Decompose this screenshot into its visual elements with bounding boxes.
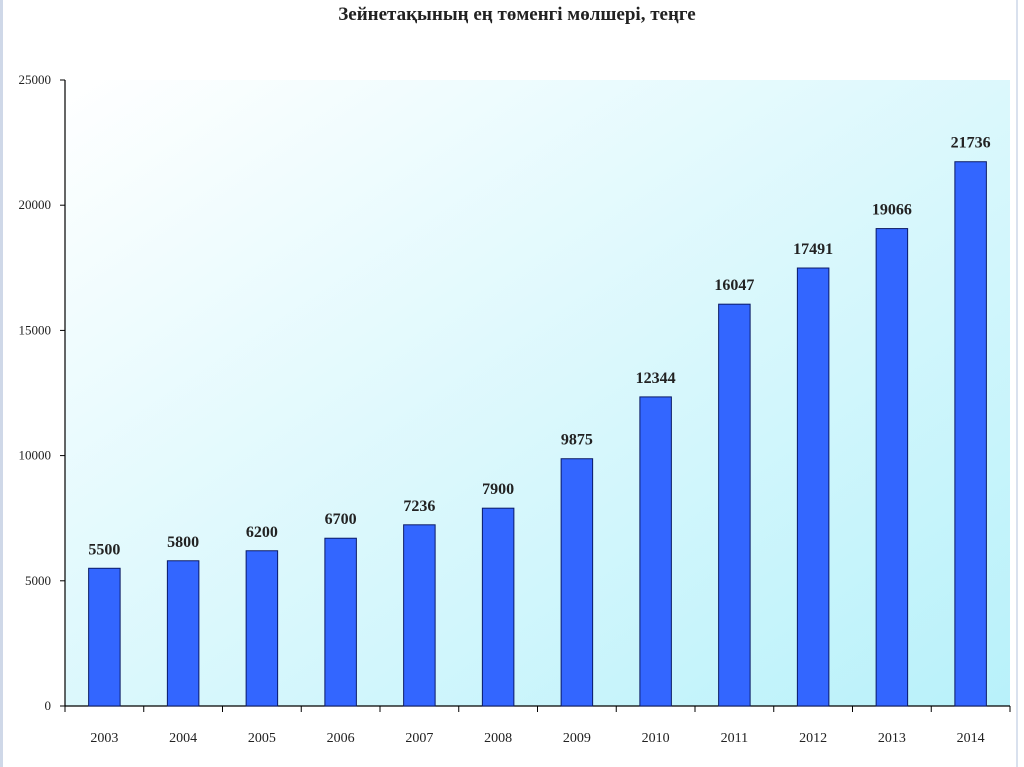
bar-2008 (481, 507, 515, 707)
bar-2013 (875, 228, 909, 707)
data-label-2006: 6700 (325, 511, 357, 528)
data-labels: 5500 5800 6200 6700 7236 7900 9875 12344 16047 17… (88, 135, 990, 559)
x-tick-label: 2006 (327, 731, 355, 746)
y-axis: 0 5000 10000 15000 20000 25000 (19, 72, 66, 713)
x-tick-label: 2014 (957, 731, 985, 746)
data-label-2004: 5800 (167, 534, 199, 551)
x-tick-label: 2010 (642, 731, 670, 746)
bar-2003 (88, 567, 121, 707)
x-axis: 2003 2004 2005 2006 2007 2008 2009 2010 2011 2012… (64, 705, 1011, 746)
x-tick-label: 2012 (799, 731, 827, 746)
data-label-2010: 12344 (636, 370, 676, 387)
x-tick-label: 2005 (248, 731, 276, 746)
chart-title: Зейнетақының ең төменгі мөлшері, теңге (338, 4, 696, 25)
x-tick-label: 2009 (563, 731, 591, 746)
bar-2010 (639, 396, 672, 707)
bar-2012 (796, 267, 830, 707)
y-tick-label: 15000 (19, 322, 52, 337)
x-tick-label: 2008 (484, 731, 512, 746)
x-tick-label: 2004 (169, 731, 197, 746)
x-tick-label: 2011 (721, 731, 748, 746)
y-tick-label: 0 (45, 698, 52, 713)
plot-area (65, 80, 1010, 706)
x-tick-label: 2003 (90, 731, 118, 746)
data-label-2003: 5500 (88, 541, 120, 558)
data-label-2012: 17491 (793, 241, 833, 258)
y-tick-label: 20000 (19, 197, 52, 212)
y-tick-label: 5000 (25, 573, 51, 588)
y-tick-label: 25000 (19, 72, 52, 87)
bar-2014 (954, 161, 987, 707)
bar-2006 (324, 537, 357, 707)
x-tick-label: 2007 (405, 731, 433, 746)
x-tick-label: 2013 (878, 731, 906, 746)
bar-2011 (718, 303, 751, 707)
bar-2007 (403, 524, 436, 707)
bar-2004 (166, 560, 200, 707)
data-label-2007: 7236 (403, 498, 435, 515)
right-edge-line (1016, 0, 1018, 767)
y-tick-label: 10000 (19, 448, 52, 463)
bar-2009 (560, 458, 594, 707)
data-label-2011: 16047 (714, 277, 754, 294)
data-label-2013: 19066 (872, 202, 912, 219)
data-label-2014: 21736 (951, 135, 991, 152)
data-label-2008: 7900 (482, 481, 514, 498)
left-edge-line (0, 0, 3, 767)
bar-2005 (245, 550, 279, 707)
data-label-2009: 9875 (561, 432, 593, 449)
data-label-2005: 6200 (246, 524, 278, 541)
bars (88, 161, 987, 707)
